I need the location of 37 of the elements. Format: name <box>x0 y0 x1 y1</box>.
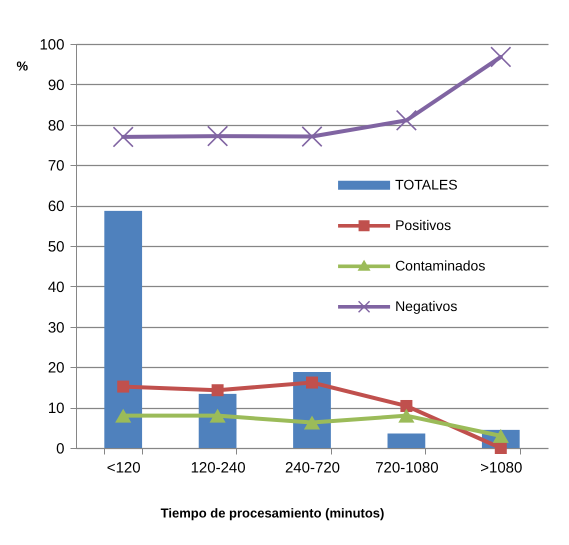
y-tick-label: 50 <box>48 238 64 256</box>
y-tick-label: 0 <box>56 440 64 458</box>
y-tick-label: 90 <box>48 76 64 94</box>
x-tick-label: 720-1080 <box>375 460 439 476</box>
y-tick-label: 30 <box>48 319 64 336</box>
point <box>306 376 318 389</box>
point <box>494 442 507 454</box>
point <box>398 408 414 423</box>
y-tick-label: 100 <box>39 36 64 54</box>
x-tick-label: 120-240 <box>190 460 246 476</box>
point <box>490 46 512 68</box>
y-tick-label: 60 <box>48 198 64 216</box>
point <box>396 110 417 131</box>
y-tick-label: 70 <box>48 158 64 175</box>
bar <box>104 210 142 448</box>
point <box>115 408 132 423</box>
bar <box>388 433 426 448</box>
legend-label: Contaminados <box>395 257 486 274</box>
y-tick-label: 80 <box>48 117 64 134</box>
y-tick-label: 20 <box>48 360 64 377</box>
point <box>301 126 323 148</box>
point <box>207 126 228 147</box>
point <box>400 400 412 412</box>
x-tick-label: >1080 <box>480 460 522 476</box>
point <box>212 384 224 396</box>
point <box>117 380 130 393</box>
legend-label: Negativos <box>395 298 458 314</box>
legend-label: TOTALES <box>395 176 458 192</box>
legend-label: Positivos <box>395 216 452 233</box>
y-tick-label: 10 <box>48 400 64 418</box>
x-tick-label: <120 <box>106 460 141 476</box>
point <box>112 126 134 148</box>
x-tick-label: 240-720 <box>284 460 340 476</box>
y-tick-label: 40 <box>48 278 64 296</box>
x-axis-title: Tiempo de procesamiento (minutos) <box>160 506 384 520</box>
y-axis-title: % <box>16 58 28 74</box>
point <box>304 416 320 430</box>
